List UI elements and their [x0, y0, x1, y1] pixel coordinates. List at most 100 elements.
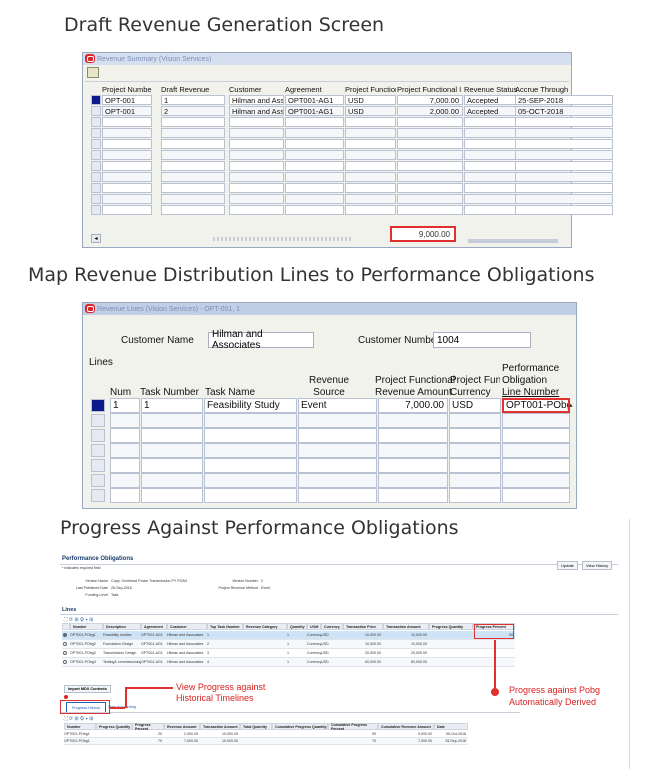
row-indicator[interactable] — [91, 150, 101, 160]
table-cell[interactable] — [378, 413, 448, 428]
row-indicator[interactable] — [91, 444, 105, 457]
table-cell[interactable] — [378, 443, 448, 458]
table-cell[interactable]: 7,000.00 — [397, 95, 463, 105]
table-cell[interactable] — [397, 117, 463, 127]
import-mdx-button[interactable]: Import MDX Contents — [64, 685, 111, 693]
table-cell[interactable]: 2,000.00 — [397, 106, 463, 116]
table-cell[interactable] — [229, 194, 284, 204]
table-cell[interactable] — [161, 183, 225, 193]
table-cell[interactable] — [229, 205, 284, 215]
table-cell[interactable] — [141, 413, 203, 428]
table-cell[interactable] — [397, 183, 463, 193]
table-cell[interactable] — [502, 458, 570, 473]
table-cell[interactable] — [298, 458, 377, 473]
table-toolbar-icons[interactable]: ⛶ ⟳ ⊞ ⚙ ▾ ⊞ — [64, 617, 94, 623]
table-cell[interactable] — [515, 117, 613, 127]
customer-name-field[interactable]: Hilman and Associates — [208, 329, 314, 351]
table-cell[interactable] — [204, 458, 297, 473]
table-cell[interactable] — [345, 183, 396, 193]
table-cell[interactable] — [449, 428, 501, 443]
row-indicator[interactable] — [91, 172, 101, 182]
table-cell[interactable]: Hilman and Associ — [229, 95, 284, 105]
table-cell[interactable] — [502, 443, 570, 458]
table-cell[interactable] — [345, 139, 396, 149]
table-cell[interactable] — [378, 458, 448, 473]
table-cell[interactable] — [229, 139, 284, 149]
table-cell[interactable] — [110, 428, 140, 443]
row-radio[interactable] — [63, 642, 67, 646]
cell-task_name[interactable]: Feasibility Study — [204, 398, 297, 413]
table-cell[interactable] — [298, 473, 377, 488]
table-cell[interactable]: OPT001-AG1 — [285, 95, 344, 105]
view-history-button[interactable]: View History — [582, 561, 613, 570]
table-row[interactable] — [62, 631, 515, 640]
cell-currency[interactable]: USD — [449, 398, 501, 413]
row-radio[interactable] — [63, 651, 67, 655]
cell-num[interactable]: 1 — [110, 398, 140, 413]
table-cell[interactable] — [285, 150, 344, 160]
table-cell[interactable]: OPT-001 — [102, 95, 152, 105]
table-cell[interactable] — [285, 161, 344, 171]
table-cell[interactable] — [345, 194, 396, 204]
table-cell[interactable] — [141, 428, 203, 443]
table-cell[interactable] — [161, 128, 225, 138]
table-cell[interactable] — [102, 194, 152, 204]
table-cell[interactable] — [102, 139, 152, 149]
table-cell[interactable]: USD — [345, 106, 396, 116]
table-cell[interactable] — [397, 205, 463, 215]
table-cell[interactable] — [378, 473, 448, 488]
table-cell[interactable] — [397, 150, 463, 160]
table-cell[interactable] — [345, 161, 396, 171]
history-header-3[interactable]: Revenue Amount — [164, 723, 200, 730]
row-indicator[interactable] — [91, 139, 101, 149]
row-indicator[interactable] — [91, 128, 101, 138]
table-header-1[interactable]: Description — [103, 623, 141, 630]
history-header-2[interactable]: Progress Percent — [132, 723, 164, 731]
table-cell[interactable] — [285, 128, 344, 138]
table-cell[interactable] — [285, 172, 344, 182]
table-cell[interactable] — [161, 161, 225, 171]
table-cell[interactable] — [161, 194, 225, 204]
row-indicator[interactable] — [91, 399, 105, 412]
table-cell[interactable] — [515, 139, 613, 149]
cell-obligation[interactable]: OPT001-PObg1 — [502, 398, 570, 413]
row-indicator[interactable] — [91, 194, 101, 204]
table-cell[interactable] — [204, 428, 297, 443]
table-cell[interactable] — [229, 161, 284, 171]
table-header-12[interactable]: Progress Percent — [473, 623, 515, 630]
cell-task_number[interactable]: 1 — [141, 398, 203, 413]
table-row[interactable] — [62, 640, 515, 649]
scroll-indicator-icon[interactable]: ▴ — [569, 402, 573, 409]
table-cell[interactable] — [102, 161, 152, 171]
table-header-2[interactable]: Agreement — [141, 623, 167, 630]
history-header-8[interactable]: Cumulative Revenue Amount — [378, 723, 434, 730]
table-cell[interactable] — [502, 488, 570, 503]
table-cell[interactable] — [110, 488, 140, 503]
table-cell[interactable] — [141, 473, 203, 488]
table-cell[interactable] — [141, 488, 203, 503]
table-cell[interactable]: OPT-001 — [102, 106, 152, 116]
history-header-0[interactable]: Number — [64, 723, 96, 730]
row-radio[interactable] — [63, 660, 67, 664]
table-cell[interactable] — [397, 161, 463, 171]
table-cell[interactable] — [161, 150, 225, 160]
table-cell[interactable] — [110, 473, 140, 488]
table-cell[interactable] — [515, 194, 613, 204]
table-cell[interactable] — [161, 205, 225, 215]
table-cell[interactable] — [298, 413, 377, 428]
table-cell[interactable] — [345, 205, 396, 215]
table-cell[interactable] — [102, 183, 152, 193]
table-cell[interactable] — [515, 150, 613, 160]
row-indicator[interactable] — [91, 489, 105, 502]
horizontal-scrollbar-right[interactable] — [468, 239, 558, 243]
table-cell[interactable] — [378, 488, 448, 503]
table-cell[interactable] — [161, 139, 225, 149]
history-header-7[interactable]: Cumulative Progress Percent — [328, 723, 378, 731]
table-cell[interactable] — [110, 458, 140, 473]
table-cell[interactable] — [285, 117, 344, 127]
table-header-9[interactable]: Transaction Price — [343, 623, 383, 630]
table-cell[interactable] — [397, 128, 463, 138]
row-indicator[interactable] — [91, 414, 105, 427]
table-cell[interactable] — [102, 128, 152, 138]
table-cell[interactable] — [298, 443, 377, 458]
